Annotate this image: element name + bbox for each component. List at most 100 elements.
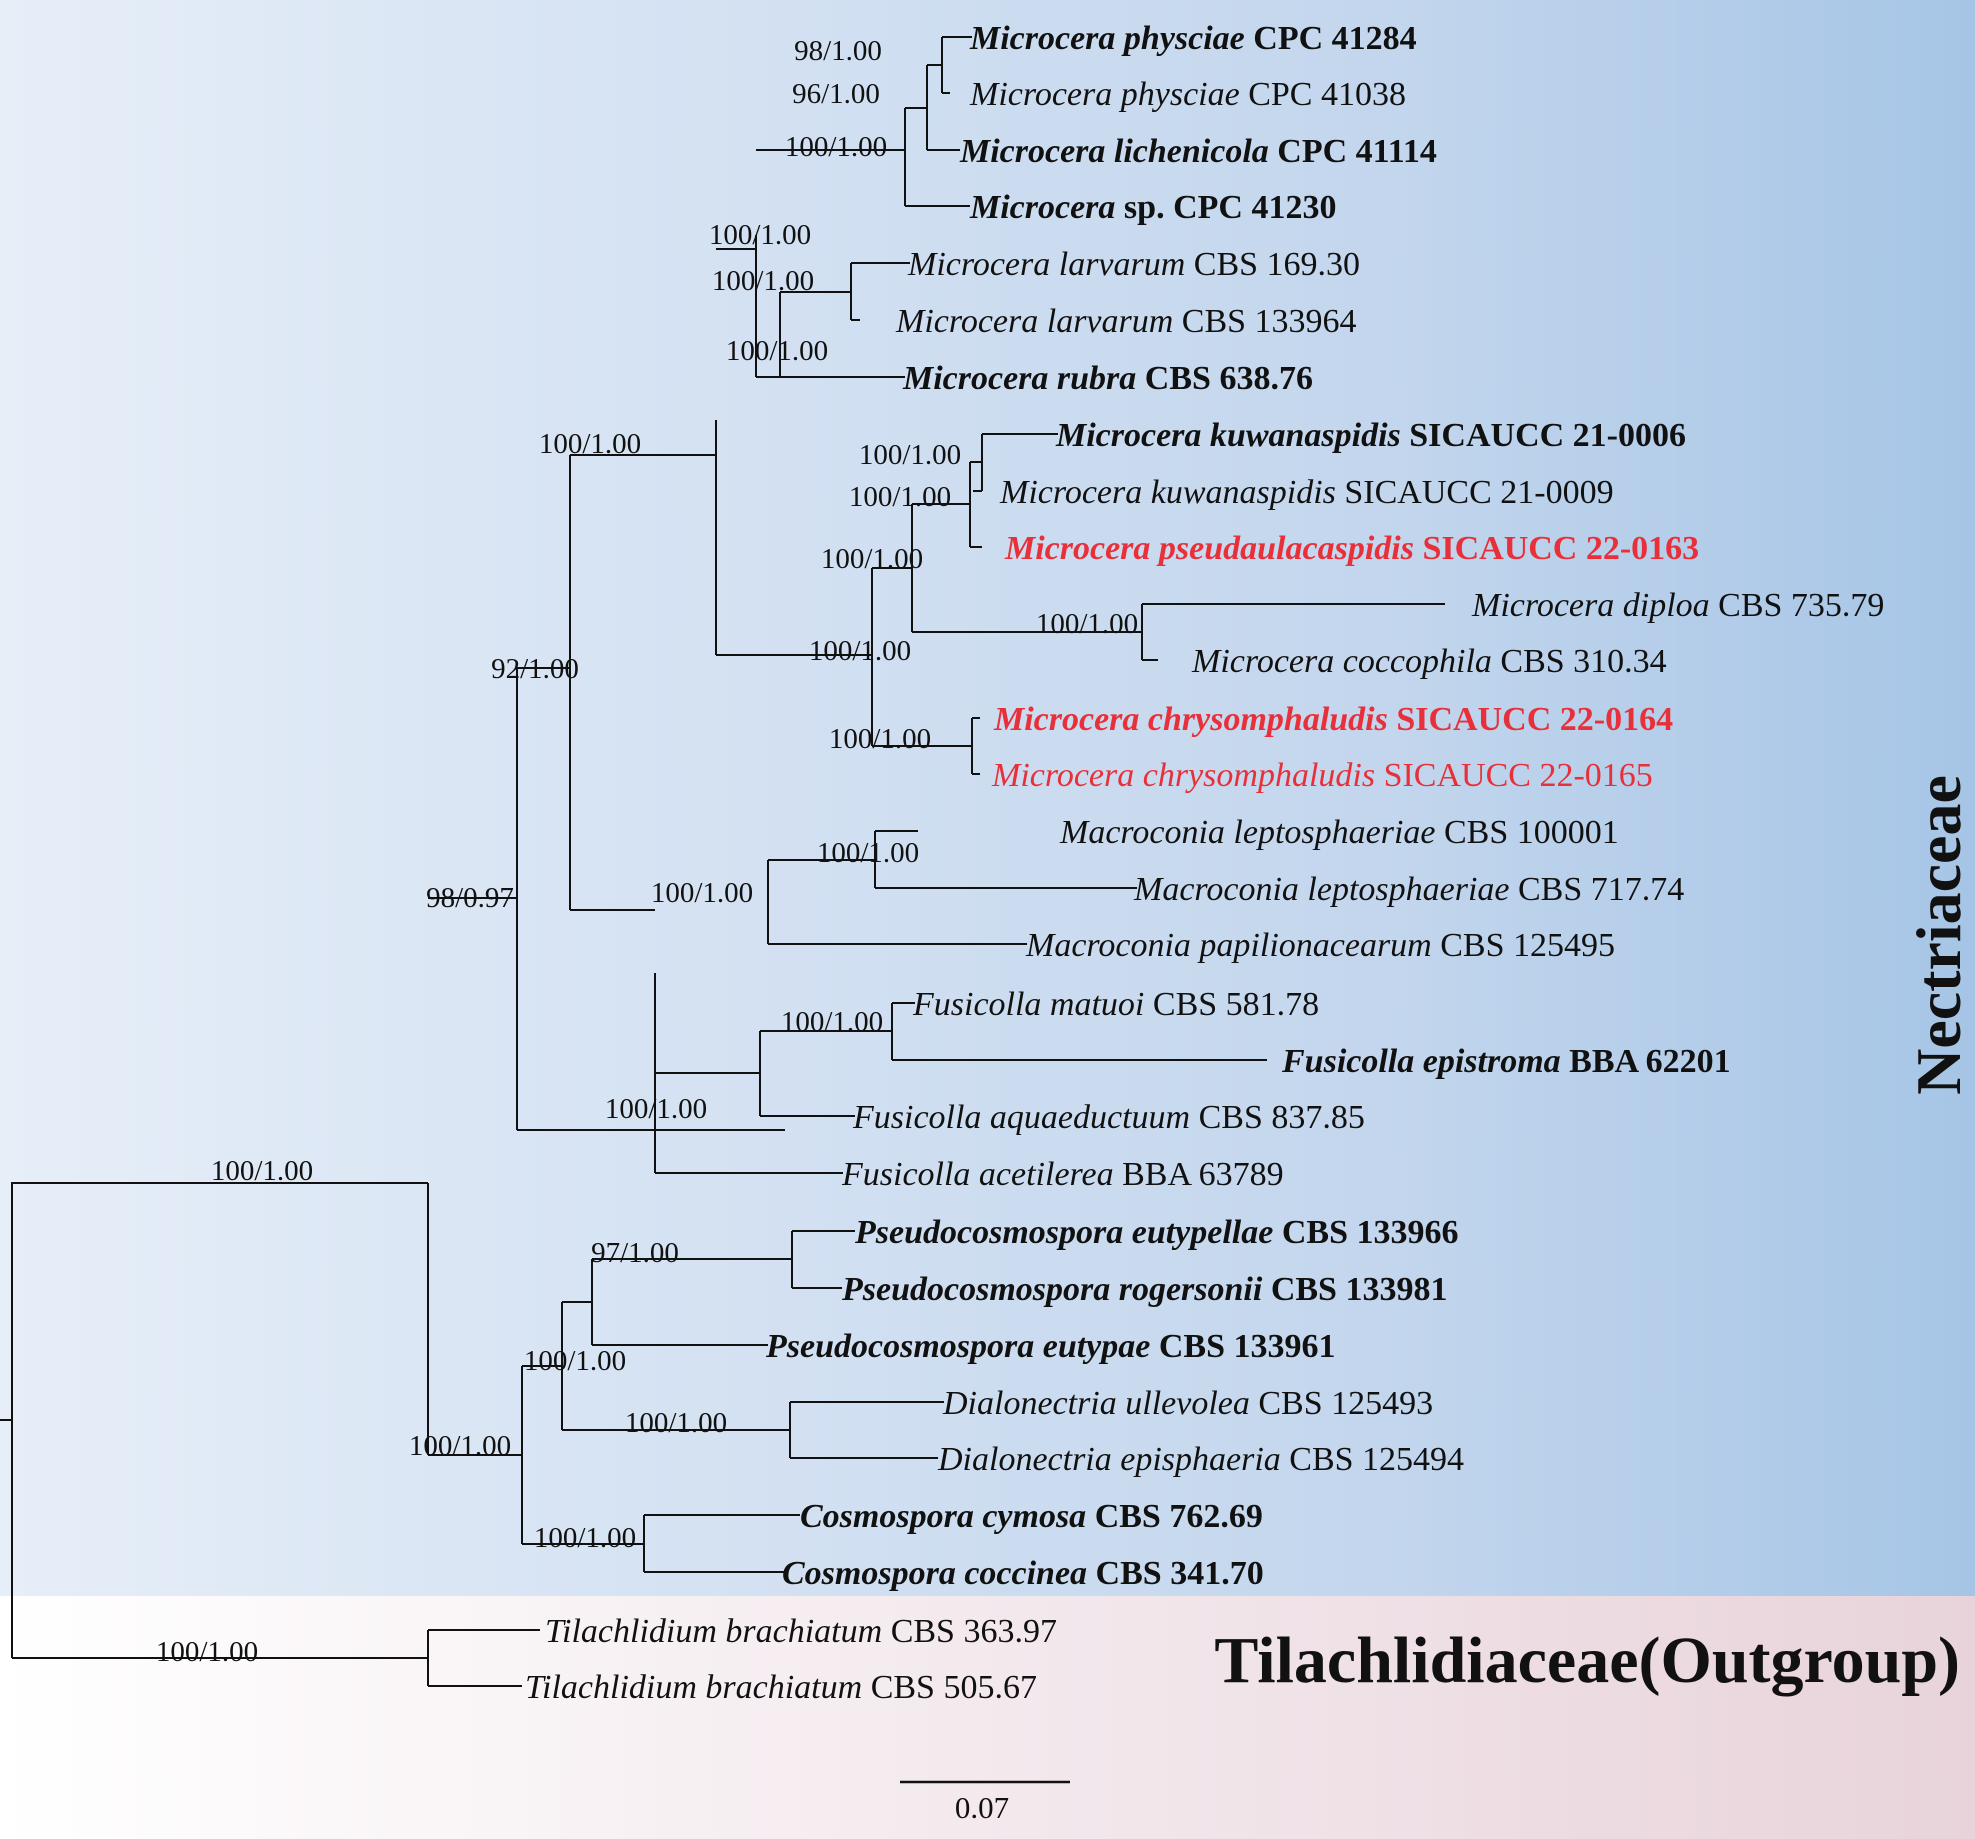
strain-code: CBS 125495 [1432,927,1615,964]
taxon-label: Dialonectria episphaeria CBS 125494 [937,1441,1464,1478]
strain-code: SICAUCC 22-0164 [1388,701,1673,738]
taxon-name: Fusicolla acetilerea [841,1156,1114,1193]
family-label-nectriaceae: Nectriaceae [1903,775,1974,1095]
strain-code: CBS 133966 [1273,1214,1458,1251]
taxon-name: Pseudocosmospora eutypae [765,1328,1150,1365]
taxon-name: Microcera [969,189,1115,226]
support-value: 100/1.00 [785,131,887,163]
taxon-name: Microcera lichenicola [959,133,1269,170]
support-value: 100/1.00 [605,1093,707,1125]
taxon-name: Fusicolla matuoi [912,986,1144,1023]
taxon-name: Pseudocosmospora rogersonii [841,1271,1263,1308]
taxon-name: Microcera chrysomphaludis [991,757,1375,794]
taxon-label: Pseudocosmospora eutypellae CBS 133966 [854,1214,1458,1251]
taxon-name: Fusicolla epistroma [1281,1043,1561,1080]
taxon-label: Pseudocosmospora rogersonii CBS 133981 [841,1271,1447,1308]
taxon-label: Microcera physciae CPC 41284 [969,20,1417,57]
taxon-label: Microcera kuwanaspidis SICAUCC 21-0006 [1055,417,1686,454]
taxon-name: Microcera coccophila [1191,643,1492,680]
taxon-label: Microcera chrysomphaludis SICAUCC 22-016… [993,701,1673,738]
strain-code: BBA 62201 [1561,1043,1731,1080]
taxon-label: Microcera pseudaulacaspidis SICAUCC 22-0… [1004,530,1699,567]
scale-bar-label: 0.07 [955,1790,1009,1825]
strain-code: CBS 169.30 [1185,246,1360,283]
strain-code: SICAUCC 22-0163 [1414,530,1699,567]
taxon-label: Dialonectria ullevolea CBS 125493 [942,1385,1433,1422]
strain-code: CBS 363.97 [882,1613,1057,1650]
taxon-label: Macroconia leptosphaeriae CBS 717.74 [1133,871,1684,908]
taxon-name: Macroconia leptosphaeriae [1133,871,1510,908]
taxon-name: Microcera larvarum [895,303,1173,340]
taxon-name: Microcera physciae [969,76,1240,113]
family-label-outgroup: Tilachlidiaceae(Outgroup) [1214,1624,1960,1697]
strain-code: CBS 133964 [1173,303,1356,340]
taxon-label: Cosmospora cymosa CBS 762.69 [800,1498,1263,1535]
taxon-name: Tilachlidium brachiatum [545,1613,882,1650]
strain-code: CBS 133961 [1150,1328,1335,1365]
taxon-name: Microcera larvarum [907,246,1185,283]
taxon-label: Microcera kuwanaspidis SICAUCC 21-0009 [999,474,1614,511]
support-value: 100/1.00 [539,428,641,460]
support-value: 100/1.00 [1036,608,1138,640]
taxon-label: Fusicolla matuoi CBS 581.78 [912,986,1319,1023]
strain-code: CBS 125494 [1281,1441,1464,1478]
strain-code: CBS 837.85 [1190,1099,1365,1136]
taxon-name: Macroconia leptosphaeriae [1059,814,1436,851]
support-value: 100/1.00 [625,1407,727,1439]
taxon-name: Pseudocosmospora eutypellae [854,1214,1273,1251]
taxon-name: Cosmospora cymosa [800,1498,1086,1535]
taxon-label: Tilachlidium brachiatum CBS 505.67 [525,1669,1037,1706]
taxon-name: Microcera diploa [1471,587,1710,624]
taxon-label: Microcera sp. CPC 41230 [969,189,1336,226]
taxon-label: Cosmospora coccinea CBS 341.70 [782,1555,1264,1592]
support-value: 100/1.00 [709,219,811,251]
support-value: 100/1.00 [156,1636,258,1668]
taxon-label: Microcera larvarum CBS 169.30 [907,246,1360,283]
strain-code: BBA 63789 [1114,1156,1284,1193]
taxon-label: Macroconia leptosphaeriae CBS 100001 [1059,814,1619,851]
taxon-name: Fusicolla aquaeductuum [852,1099,1190,1136]
taxon-label: Microcera larvarum CBS 133964 [895,303,1357,340]
tree-branches [0,36,1445,1687]
taxon-label: Fusicolla aquaeductuum CBS 837.85 [852,1099,1365,1136]
support-value: 100/1.00 [859,439,961,471]
support-value: 100/1.00 [651,877,753,909]
taxon-name: Microcera rubra [902,360,1136,397]
taxon-label: Microcera diploa CBS 735.79 [1471,587,1884,624]
strain-code: sp. CPC 41230 [1115,189,1336,226]
taxon-name: Microcera kuwanaspidis [999,474,1336,511]
support-value: 100/1.00 [849,481,951,513]
taxon-label: Fusicolla epistroma BBA 62201 [1281,1043,1731,1080]
strain-code: CBS 581.78 [1144,986,1319,1023]
taxon-label: Microcera chrysomphaludis SICAUCC 22-016… [991,757,1653,794]
taxon-name: Microcera chrysomphaludis [993,701,1388,738]
taxon-name: Macroconia papilionacearum [1025,927,1432,964]
taxon-label: Microcera lichenicola CPC 41114 [959,133,1437,170]
taxon-name: Dialonectria episphaeria [937,1441,1281,1478]
support-value: 98/0.97 [426,882,514,914]
support-value: 100/1.00 [534,1522,636,1554]
taxon-label: Pseudocosmospora eutypae CBS 133961 [765,1328,1336,1365]
support-value: 100/1.00 [781,1006,883,1038]
strain-code: CBS 717.74 [1510,871,1685,908]
taxon-name: Tilachlidium brachiatum [525,1669,862,1706]
strain-code: CPC 41284 [1245,20,1417,57]
support-value: 92/1.00 [491,653,579,685]
support-value: 96/1.00 [792,78,880,110]
support-value: 100/1.00 [809,635,911,667]
strain-code: CBS 341.70 [1087,1555,1264,1592]
support-value: 100/1.00 [409,1430,511,1462]
taxon-name: Microcera pseudaulacaspidis [1004,530,1414,567]
support-values: 98/1.00 96/1.00 100/1.00 100/1.00 100/1.00 10… [156,35,1138,1668]
taxon-label: Microcera physciae CPC 41038 [969,76,1406,113]
strain-code: CBS 100001 [1436,814,1619,851]
strain-code: CBS 310.34 [1492,643,1667,680]
taxon-label: Fusicolla acetilerea BBA 63789 [841,1156,1284,1193]
support-value: 97/1.00 [591,1237,679,1269]
taxon-name: Microcera kuwanaspidis [1055,417,1401,454]
support-value: 100/1.00 [821,543,923,575]
taxon-name: Cosmospora coccinea [782,1555,1087,1592]
